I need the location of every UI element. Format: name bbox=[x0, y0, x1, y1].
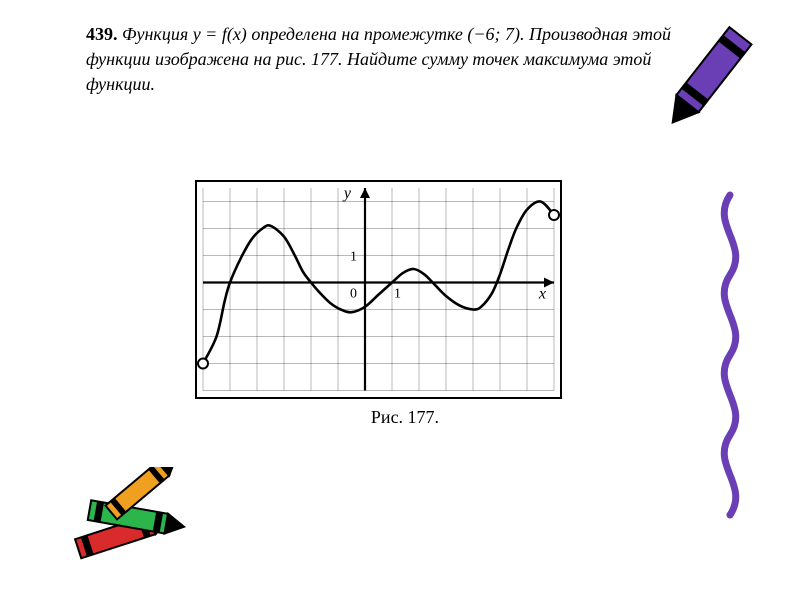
problem-number: 439. bbox=[86, 24, 118, 44]
figure-caption: Рис. 177. bbox=[195, 407, 615, 428]
text-pre: Функция bbox=[122, 24, 193, 44]
interval: (−6; 7) bbox=[467, 24, 520, 44]
svg-text:1: 1 bbox=[350, 250, 357, 265]
crayon-decor-top-right bbox=[650, 8, 770, 153]
svg-text:1: 1 bbox=[394, 287, 401, 302]
crayons-decor-bottom-left bbox=[58, 467, 238, 582]
fig-ref: 177 bbox=[311, 49, 338, 69]
svg-text:0: 0 bbox=[350, 287, 357, 302]
problem-text: 439. Функция y = f(x) определена на пром… bbox=[86, 22, 686, 98]
derivative-chart: y x 0 1 1 bbox=[195, 180, 562, 399]
text-mid1: определена на промежутке bbox=[247, 24, 468, 44]
formula: y = f(x) bbox=[193, 24, 247, 44]
svg-text:y: y bbox=[342, 185, 352, 202]
svg-text:x: x bbox=[538, 286, 546, 303]
figure-container: y x 0 1 1 Рис. 177. bbox=[195, 180, 615, 428]
squiggle-decor-right bbox=[700, 190, 760, 535]
